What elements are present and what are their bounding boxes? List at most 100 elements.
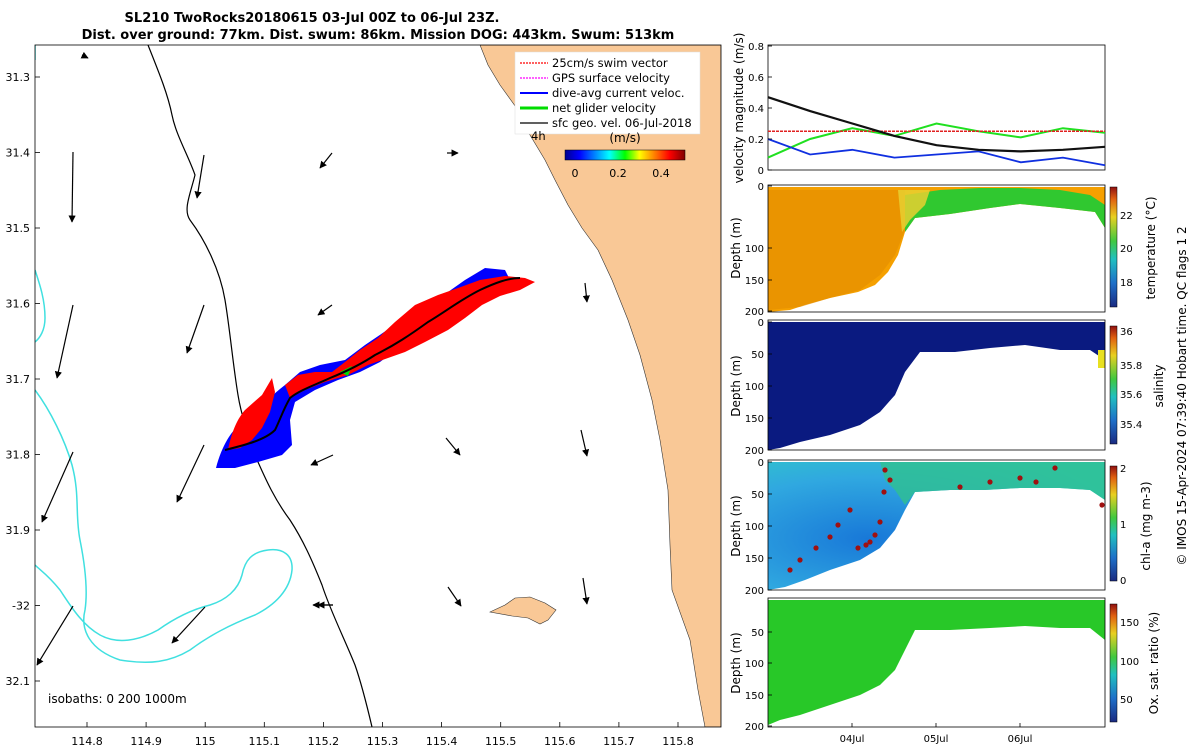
time-x-tick: 05Jul <box>924 734 949 745</box>
map-frame <box>34 44 722 728</box>
temperature-y-tick: 0 <box>758 182 764 193</box>
map-y-tick: 31.6 <box>6 298 31 311</box>
time-x-tick: 04Jul <box>840 734 865 745</box>
title-line-2: Dist. over ground: 77km. Dist. swum: 86k… <box>82 28 675 43</box>
current-arrow <box>41 451 74 523</box>
salinity-frame <box>767 319 1106 451</box>
map-y-tick: 31.7 <box>6 373 31 386</box>
current-arrow <box>317 304 333 316</box>
oxygen-cb-tick: 150 <box>1120 618 1139 629</box>
map-x-tick: 115.7 <box>603 735 635 748</box>
salinity-y-tick: 100 <box>745 382 764 393</box>
chla-point <box>827 534 833 540</box>
chla-point <box>867 539 873 545</box>
temperature-panel <box>767 184 1118 313</box>
map-x-tick: 115 <box>195 735 216 748</box>
legend-4h: 4h <box>531 129 546 143</box>
oxygen-ylabel: Depth (m) <box>729 632 743 693</box>
island <box>489 596 557 625</box>
panel-axes: 00.20.40.60.8010015020005010015020005010… <box>729 33 1166 745</box>
current-arrow <box>319 152 333 169</box>
map-x-tick: 115.3 <box>367 735 399 748</box>
salinity-cb-tick: 35.8 <box>1120 361 1142 372</box>
time-x-tick: 06Jul <box>1008 734 1033 745</box>
map-x-tick: 115.6 <box>544 735 576 748</box>
velocity-line <box>767 96 1106 153</box>
title-line-1: SL210 TwoRocks20180615 03-Jul 00Z to 06-… <box>125 11 500 26</box>
velocity-y-tick: 0.4 <box>748 104 764 115</box>
chla-cb-label: chl-a (mg m-3) <box>1139 481 1153 570</box>
current-arrow <box>54 304 74 379</box>
temperature-ylabel: Depth (m) <box>729 217 743 278</box>
temperature-warm-layer <box>768 190 905 310</box>
oxygen-y-tick: 50 <box>751 628 764 639</box>
velocity-y-tick: 0.6 <box>748 73 764 84</box>
temperature-shelf-layer <box>905 188 1105 232</box>
map-y-tick: 32.1 <box>6 675 31 688</box>
current-arrow <box>176 444 205 503</box>
chla-point <box>881 489 887 495</box>
oxygen-panel <box>767 597 1118 728</box>
chla-point <box>835 522 841 528</box>
chla-point <box>882 467 888 473</box>
oxygen-y-tick: 200 <box>745 722 764 733</box>
colorbar-tick-0: 0 <box>572 167 579 180</box>
map-y-tick: 31.3 <box>6 71 31 84</box>
colorbar-tick-2: 0.4 <box>652 167 670 180</box>
temperature-frame <box>767 184 1106 313</box>
current-arrow <box>194 154 205 199</box>
map-y-tick: 31.9 <box>6 524 31 537</box>
chla-point <box>797 557 803 563</box>
chla-frame <box>767 459 1106 591</box>
isobath-200m <box>147 45 373 727</box>
oxygen-cb-label: Ox. sat. ratio (%) <box>1147 612 1161 714</box>
map-y-tick: 31.5 <box>6 222 31 235</box>
chla-point <box>863 542 869 548</box>
salinity-cb-tick: 35.6 <box>1120 390 1142 401</box>
swim-vector-band <box>228 276 535 450</box>
legend-sfc: sfc geo. vel. 06-Jul-2018 <box>552 116 692 130</box>
salinity-high-spot <box>1098 350 1105 368</box>
velocity-y-tick: 0.8 <box>748 42 764 53</box>
chla-point <box>1099 502 1105 508</box>
temperature-y-tick: 150 <box>745 276 764 287</box>
colorbar-tick-1: 0.2 <box>609 167 627 180</box>
salinity-y-tick: 50 <box>751 350 764 361</box>
chla-cb-tick: 0 <box>1120 576 1126 587</box>
isobaths-label: isobaths: 0 200 1000m <box>48 692 187 706</box>
map-x-tick: 115.1 <box>249 735 281 748</box>
chla-point <box>855 545 861 551</box>
oxygen-colorbar <box>1109 603 1118 723</box>
current-arrow <box>36 605 74 666</box>
speed-colorbar <box>564 149 686 161</box>
chla-point <box>1052 465 1058 471</box>
copyright-note: © IMOS 15-Apr-2024 07:39:40 Hobart time.… <box>1175 226 1189 565</box>
legend-gps: GPS surface velocity <box>552 71 670 85</box>
velocity-y-tick: 0.2 <box>748 135 764 146</box>
velocity-line <box>767 138 1106 167</box>
current-arrow <box>582 577 590 605</box>
chla-point <box>813 545 819 551</box>
temperature-y-tick: 100 <box>745 244 764 255</box>
colorbar-units: (m/s) <box>609 131 640 145</box>
current-arrow <box>582 282 590 303</box>
map-x-tick: 114.8 <box>71 735 103 748</box>
chla-cb-tick: 1 <box>1120 520 1126 531</box>
map-axes: 114.8 114.9 115 115.1 115.2 115.3 115.4 115.5 11… <box>6 44 722 748</box>
current-arrow <box>447 586 462 607</box>
velocity-y-tick: 0 <box>758 166 764 177</box>
track-line <box>224 277 521 451</box>
chla-y-tick: 100 <box>745 522 764 533</box>
oxygen-y-tick: 150 <box>745 691 764 702</box>
salinity-y-tick: 200 <box>745 446 764 457</box>
oxygen-y-tick: 100 <box>745 659 764 670</box>
glider-track <box>216 268 535 468</box>
chla-y-tick: 200 <box>745 586 764 597</box>
velocity-ylabel: velocity magnitude (m/s) <box>732 33 746 184</box>
map-panel: 25cm/s swim vector GPS surface velocity … <box>35 45 721 727</box>
temperature-transition <box>898 190 930 232</box>
chla-point <box>877 519 883 525</box>
salinity-cb-tick: 36 <box>1120 327 1133 338</box>
current-arrow <box>80 51 89 59</box>
salinity-colorbar <box>1109 325 1118 445</box>
